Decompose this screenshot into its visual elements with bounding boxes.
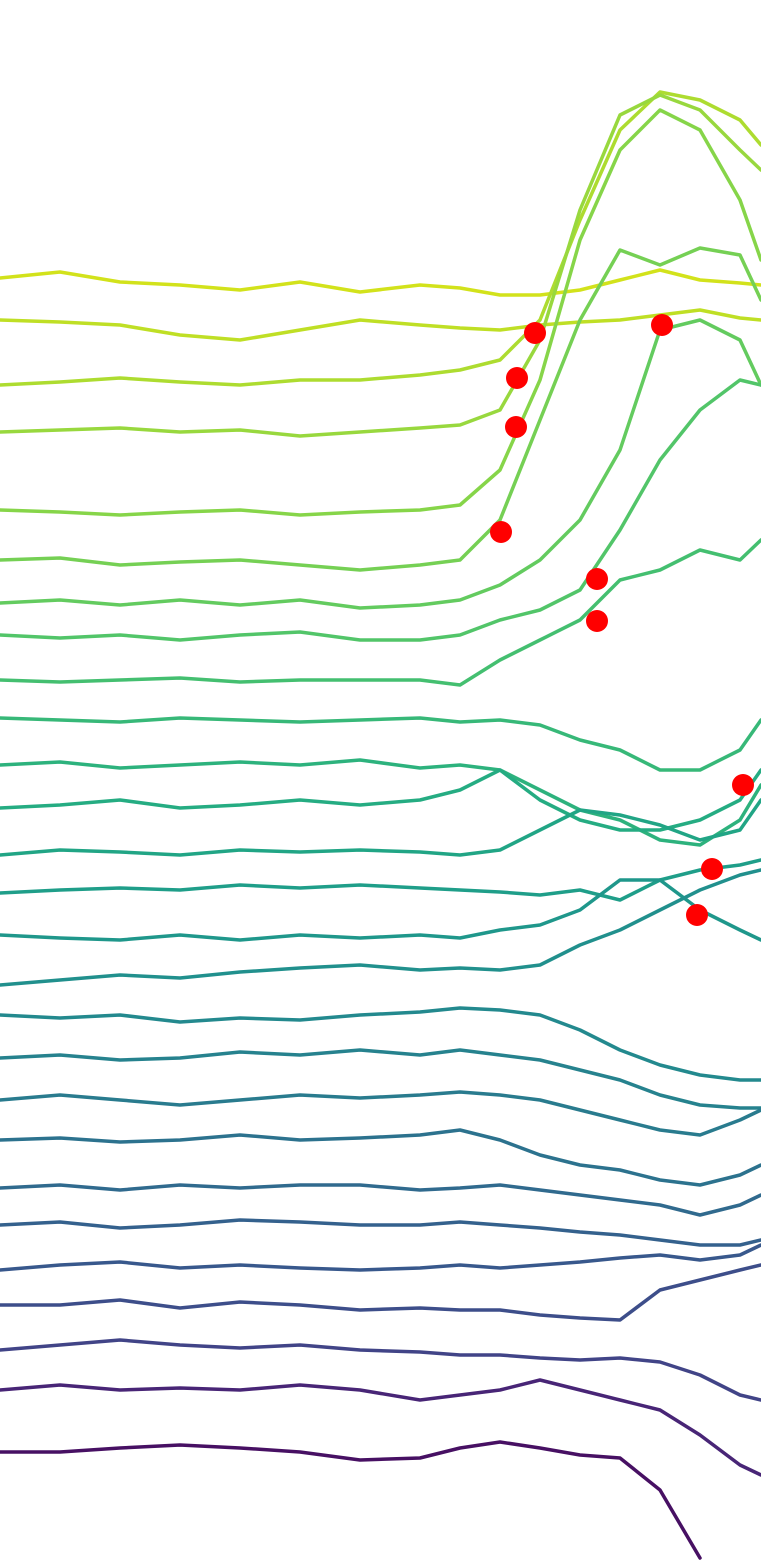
series-line	[0, 1440, 702, 1560]
marker-dot	[651, 314, 673, 336]
series-line	[0, 90, 761, 387]
series-line	[0, 1263, 761, 1322]
series-line	[0, 538, 761, 687]
series-line	[0, 1183, 761, 1217]
series-line	[0, 93, 761, 438]
marker-dot	[506, 367, 528, 389]
series-line	[0, 1218, 761, 1247]
series-line	[0, 318, 761, 610]
marker-dot	[490, 521, 512, 543]
series-line	[0, 1338, 761, 1402]
series-line	[0, 716, 761, 772]
marker-dot	[586, 568, 608, 590]
series-line	[0, 858, 761, 902]
marker-dot	[524, 322, 546, 344]
series-line	[0, 1090, 761, 1137]
series-line	[0, 758, 761, 847]
marker-dot	[686, 904, 708, 926]
series-line	[0, 108, 761, 517]
series-line	[0, 868, 761, 987]
series-line	[0, 1006, 761, 1082]
series-line	[0, 798, 761, 857]
series-line	[0, 1243, 761, 1272]
series-line	[0, 308, 761, 342]
series-line	[0, 378, 761, 642]
marker-dot	[701, 858, 723, 880]
series-line	[0, 1128, 761, 1187]
series-line	[0, 1048, 761, 1110]
series-line	[0, 246, 761, 572]
series-line	[0, 268, 761, 297]
series-line	[0, 1378, 761, 1477]
marker-dot	[505, 416, 527, 438]
marker-dot	[586, 610, 608, 632]
series-line	[0, 878, 761, 942]
marker-dot	[732, 774, 754, 796]
series-line	[0, 768, 761, 832]
